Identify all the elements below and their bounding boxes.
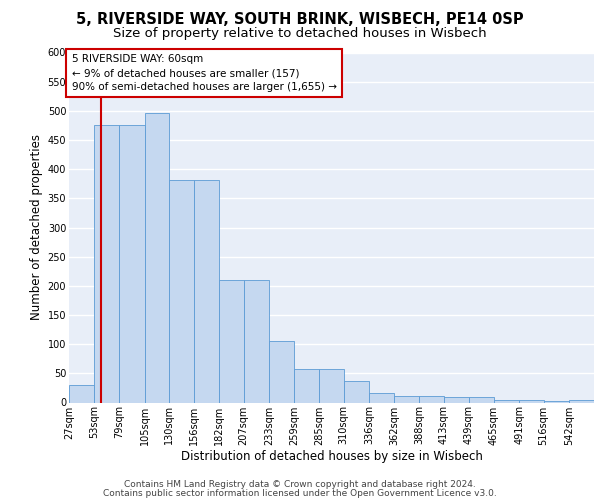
Bar xyxy=(419,396,443,402)
Bar xyxy=(145,112,169,403)
X-axis label: Distribution of detached houses by size in Wisbech: Distribution of detached houses by size … xyxy=(181,450,482,463)
Bar xyxy=(519,400,544,402)
Text: 5 RIVERSIDE WAY: 60sqm
← 9% of detached houses are smaller (157)
90% of semi-det: 5 RIVERSIDE WAY: 60sqm ← 9% of detached … xyxy=(71,54,337,92)
Bar xyxy=(269,341,294,402)
Bar xyxy=(169,180,194,402)
Bar xyxy=(220,280,244,402)
Text: Size of property relative to detached houses in Wisbech: Size of property relative to detached ho… xyxy=(113,28,487,40)
Bar xyxy=(294,369,319,402)
Bar xyxy=(119,126,145,402)
Bar xyxy=(494,400,519,402)
Bar xyxy=(394,396,419,402)
Y-axis label: Number of detached properties: Number of detached properties xyxy=(31,134,43,320)
Text: Contains public sector information licensed under the Open Government Licence v3: Contains public sector information licen… xyxy=(103,488,497,498)
Bar xyxy=(94,126,119,402)
Bar xyxy=(319,369,344,402)
Bar xyxy=(369,393,394,402)
Bar xyxy=(569,400,594,402)
Text: 5, RIVERSIDE WAY, SOUTH BRINK, WISBECH, PE14 0SP: 5, RIVERSIDE WAY, SOUTH BRINK, WISBECH, … xyxy=(76,12,524,28)
Bar xyxy=(69,385,94,402)
Text: Contains HM Land Registry data © Crown copyright and database right 2024.: Contains HM Land Registry data © Crown c… xyxy=(124,480,476,489)
Bar xyxy=(469,397,494,402)
Bar xyxy=(244,280,269,402)
Bar xyxy=(194,180,220,402)
Bar xyxy=(443,397,469,402)
Bar xyxy=(344,381,369,402)
